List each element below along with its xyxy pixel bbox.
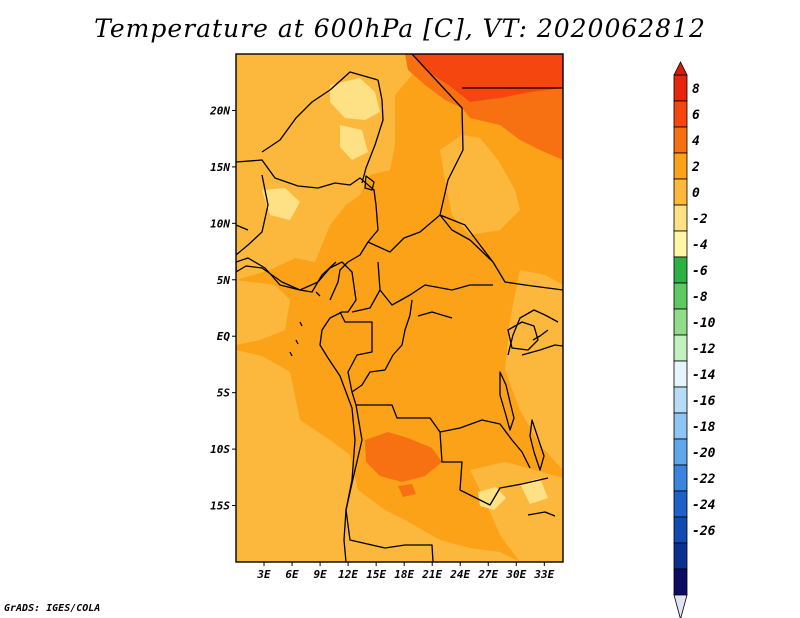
colorbar-segment [673,334,688,362]
region-6-to-8-northeast [412,54,563,102]
lon-tick-label: 12E [338,568,358,581]
lon-tick-label: 27E [477,568,498,581]
colorbar-label: -26 [692,524,716,539]
colorbar-label: 6 [692,108,700,123]
lat-tick-label: 20N [209,104,230,117]
colorbar-label: 4 [692,134,700,149]
colorbar-segment [673,412,688,440]
colorbar-label: -18 [692,420,716,435]
colorbar-segment [673,438,688,466]
colorbar-segment [673,152,688,180]
lat-tick-label: 10S [210,443,230,456]
region-0-to-2-coast [236,280,290,345]
colorbar-segment [673,464,688,492]
colorbar-segment [673,516,688,544]
colorbar: 8 6 4 2 0 -2 -4 -6 -8 -10 -12 -14 -16 -18 -20 -22 -24 -26 [673,61,716,618]
colorbar-label: -22 [692,472,716,487]
island-east-coast [527,511,556,517]
colorbar-segment [673,204,688,232]
lon-tick-label: 21E [421,568,442,581]
colorbar-label: -16 [692,394,716,409]
map-frame [235,53,564,563]
grads-credit: GrADS: IGES/COLA [4,603,101,614]
colorbar-label: 0 [692,186,700,201]
colorbar-segment [673,230,688,258]
lat-tick-label: EQ [217,330,231,343]
latitude-axis: 20N 15N 10N 5N EQ 5S 10S 15S [209,104,236,513]
colorbar-segment [673,360,688,388]
colorbar-label: -10 [692,316,716,331]
region-4-to-6-angola [365,432,442,482]
colorbar-segment [673,568,688,596]
region-below-0-nigeria [262,188,300,220]
longitude-axis: 3E 6E 9E 12E 15E 18E 21E 24E 27E 30E 33E [256,562,555,581]
lon-tick-label: 9E [313,568,327,581]
islands-gulf-guinea [289,291,321,357]
colorbar-bottom-cap [673,594,688,618]
colorbar-segment [673,542,688,570]
colorbar-label: -8 [692,290,708,305]
lon-tick-label: 15E [366,568,386,581]
colorbar-label: -12 [692,342,716,357]
colorbar-segment [673,100,688,128]
colorbar-label: -24 [692,498,716,513]
colorbar-label: -20 [692,446,716,461]
lake-victoria [507,321,539,351]
region-below-0-southeast [478,487,506,510]
lon-tick-label: 30E [505,568,526,581]
region-0-to-2-southwest [236,350,520,562]
colorbar-top-cap [673,61,688,76]
map-title: Temperature at 600hPa [C], VT: 202006281… [94,14,706,43]
lat-tick-label: 5N [217,274,231,287]
lon-tick-label: 24E [449,568,470,581]
colorbar-label: 8 [692,82,700,97]
colorbar-label: -4 [692,238,708,253]
lat-tick-label: 5S [217,387,231,400]
lat-tick-label: 15S [210,500,230,513]
colorbar-segment [673,126,688,154]
colorbar-segment [673,74,688,102]
lon-tick-label: 6E [285,568,299,581]
region-below-0-sahara-2 [340,125,368,160]
coastline-west-africa [236,261,357,562]
colorbar-segment [673,386,688,414]
colorbar-segment [673,256,688,284]
colorbar-label: 2 [691,160,700,175]
colorbar-segment [673,178,688,206]
border-lines [236,54,563,562]
lat-tick-label: 10N [210,217,230,230]
lake-chad [364,175,375,191]
colorbar-segment [673,490,688,518]
lat-tick-label: 15N [210,161,230,174]
region-below-0-southeast-2 [520,478,548,504]
region-4-to-6-angola-2 [398,484,416,497]
colorbar-segment [673,308,688,336]
lon-tick-label: 33E [533,568,554,581]
colorbar-label: -14 [692,368,716,383]
coastlines-and-lakes [236,175,556,562]
lake-tanganyika [499,371,515,431]
colorbar-label: -6 [692,264,708,279]
region-below-0-sahara [330,78,380,120]
colorbar-label: -2 [692,212,708,227]
lake-malawi [529,419,545,471]
colorbar-segment [673,282,688,310]
lon-tick-label: 3E [256,568,271,581]
region-0-to-2-northeast [440,135,520,235]
country-borders [236,54,563,562]
lon-tick-label: 18E [394,568,414,581]
lake-congo-north [417,311,453,319]
